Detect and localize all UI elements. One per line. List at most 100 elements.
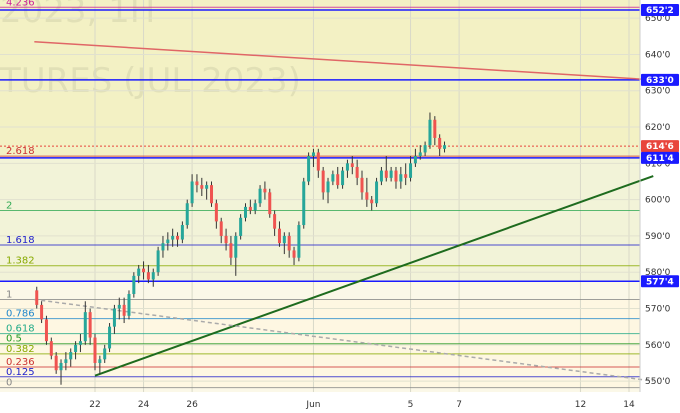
- candle-body: [243, 206, 247, 218]
- x-tick-label: 12: [575, 400, 586, 410]
- candle-body: [195, 181, 199, 186]
- candle-body: [331, 174, 335, 182]
- candle-body: [176, 235, 180, 240]
- candle-body: [379, 170, 383, 182]
- candle-body: [399, 174, 403, 182]
- fib-level-label: 1.382: [6, 256, 35, 267]
- x-tick-label: 7: [456, 400, 462, 410]
- candle-body: [44, 319, 48, 342]
- candle-body: [127, 294, 131, 316]
- candle-body: [142, 268, 146, 273]
- x-tick-label: 26: [186, 400, 198, 410]
- candle-body: [326, 181, 330, 193]
- candle-body: [103, 348, 107, 360]
- candle-body: [311, 152, 315, 157]
- candle-body: [292, 250, 296, 258]
- y-tick-label: 550'0: [645, 377, 671, 387]
- middle-band: [0, 157, 640, 282]
- candle-body: [98, 359, 102, 363]
- candle-body: [418, 152, 422, 157]
- fib-level-label: 0: [6, 378, 12, 389]
- candle-body: [234, 235, 238, 258]
- level-badge-label: 611'4: [646, 154, 674, 164]
- trendline: [34, 298, 654, 382]
- candle-body: [78, 341, 82, 345]
- candle-body: [273, 214, 277, 229]
- y-tick-label: 640'0: [645, 50, 671, 60]
- candle-body: [74, 344, 78, 353]
- candle-body: [151, 272, 155, 280]
- x-tick-label: Jun: [305, 400, 320, 410]
- fib-level-label: 1: [6, 289, 12, 300]
- candle-body: [108, 326, 112, 349]
- candle-body: [185, 203, 189, 226]
- candle-body: [59, 362, 63, 371]
- candle-body: [224, 235, 228, 244]
- watermark-line-1: 2023, 1H: [0, 0, 155, 31]
- trendline: [94, 175, 654, 377]
- y-tick-label: 590'0: [645, 232, 671, 242]
- level-badge-label: 614'6: [646, 142, 674, 152]
- candle-body: [277, 228, 281, 244]
- level-badge: [641, 275, 679, 288]
- candle-body: [40, 304, 44, 320]
- candle-body: [200, 185, 204, 189]
- candle-body: [112, 308, 116, 327]
- candle-body: [297, 225, 301, 258]
- candle-body: [93, 337, 97, 363]
- level-badge-label: 633'0: [646, 76, 674, 86]
- level-badge: [641, 151, 679, 164]
- candle-body: [210, 185, 214, 204]
- candle-body: [413, 156, 417, 164]
- candle-body: [64, 359, 68, 363]
- candle-body: [117, 304, 121, 309]
- fib-level-label: 0.382: [6, 344, 35, 355]
- fib-level-label: 2.618: [6, 146, 35, 157]
- x-tick-label: 24: [138, 400, 150, 410]
- y-tick-label: 580'0: [645, 268, 671, 278]
- candle-body: [438, 137, 442, 149]
- candle-body: [321, 170, 325, 193]
- candle-body: [282, 235, 286, 244]
- candle-body: [214, 203, 218, 222]
- candle-body: [350, 163, 354, 167]
- candle-body: [137, 268, 141, 276]
- candle-body: [156, 250, 160, 273]
- candle-body: [83, 312, 87, 342]
- fib-level-label: 1.618: [6, 235, 35, 246]
- candle-body: [205, 185, 209, 189]
- candle-body: [49, 341, 53, 356]
- level-badge-label: 577'4: [646, 277, 674, 287]
- y-tick-label: 610'0: [645, 159, 671, 169]
- y-tick-label: 560'0: [645, 341, 671, 351]
- candle-body: [161, 243, 165, 251]
- candle-body: [239, 217, 243, 236]
- candle-body: [54, 355, 58, 371]
- candle-body: [35, 290, 39, 305]
- candle-body: [336, 174, 340, 186]
- candle-body: [171, 235, 175, 240]
- upper-band: [0, 0, 640, 158]
- candle-body: [190, 181, 194, 204]
- candle-body: [423, 145, 427, 153]
- fib-level-label: 2: [6, 201, 12, 212]
- candle-body: [69, 352, 73, 360]
- candle-body: [389, 170, 393, 178]
- y-tick-label: 620'0: [645, 123, 671, 133]
- candle-body: [122, 304, 126, 316]
- candle-body: [307, 156, 311, 182]
- candle-body: [132, 275, 136, 294]
- time-axis-area: [0, 392, 680, 413]
- fib-level-label: 0.786: [6, 309, 35, 320]
- candle-body: [166, 239, 170, 244]
- y-tick-label: 600'0: [645, 196, 671, 206]
- candle-body: [219, 221, 223, 236]
- candle-body: [370, 199, 374, 204]
- level-badge: [641, 140, 679, 153]
- candle-body: [384, 170, 388, 178]
- candle-body: [302, 181, 306, 226]
- price-axis-area: [640, 0, 680, 413]
- candle-body: [253, 203, 257, 211]
- candle-body: [341, 170, 345, 186]
